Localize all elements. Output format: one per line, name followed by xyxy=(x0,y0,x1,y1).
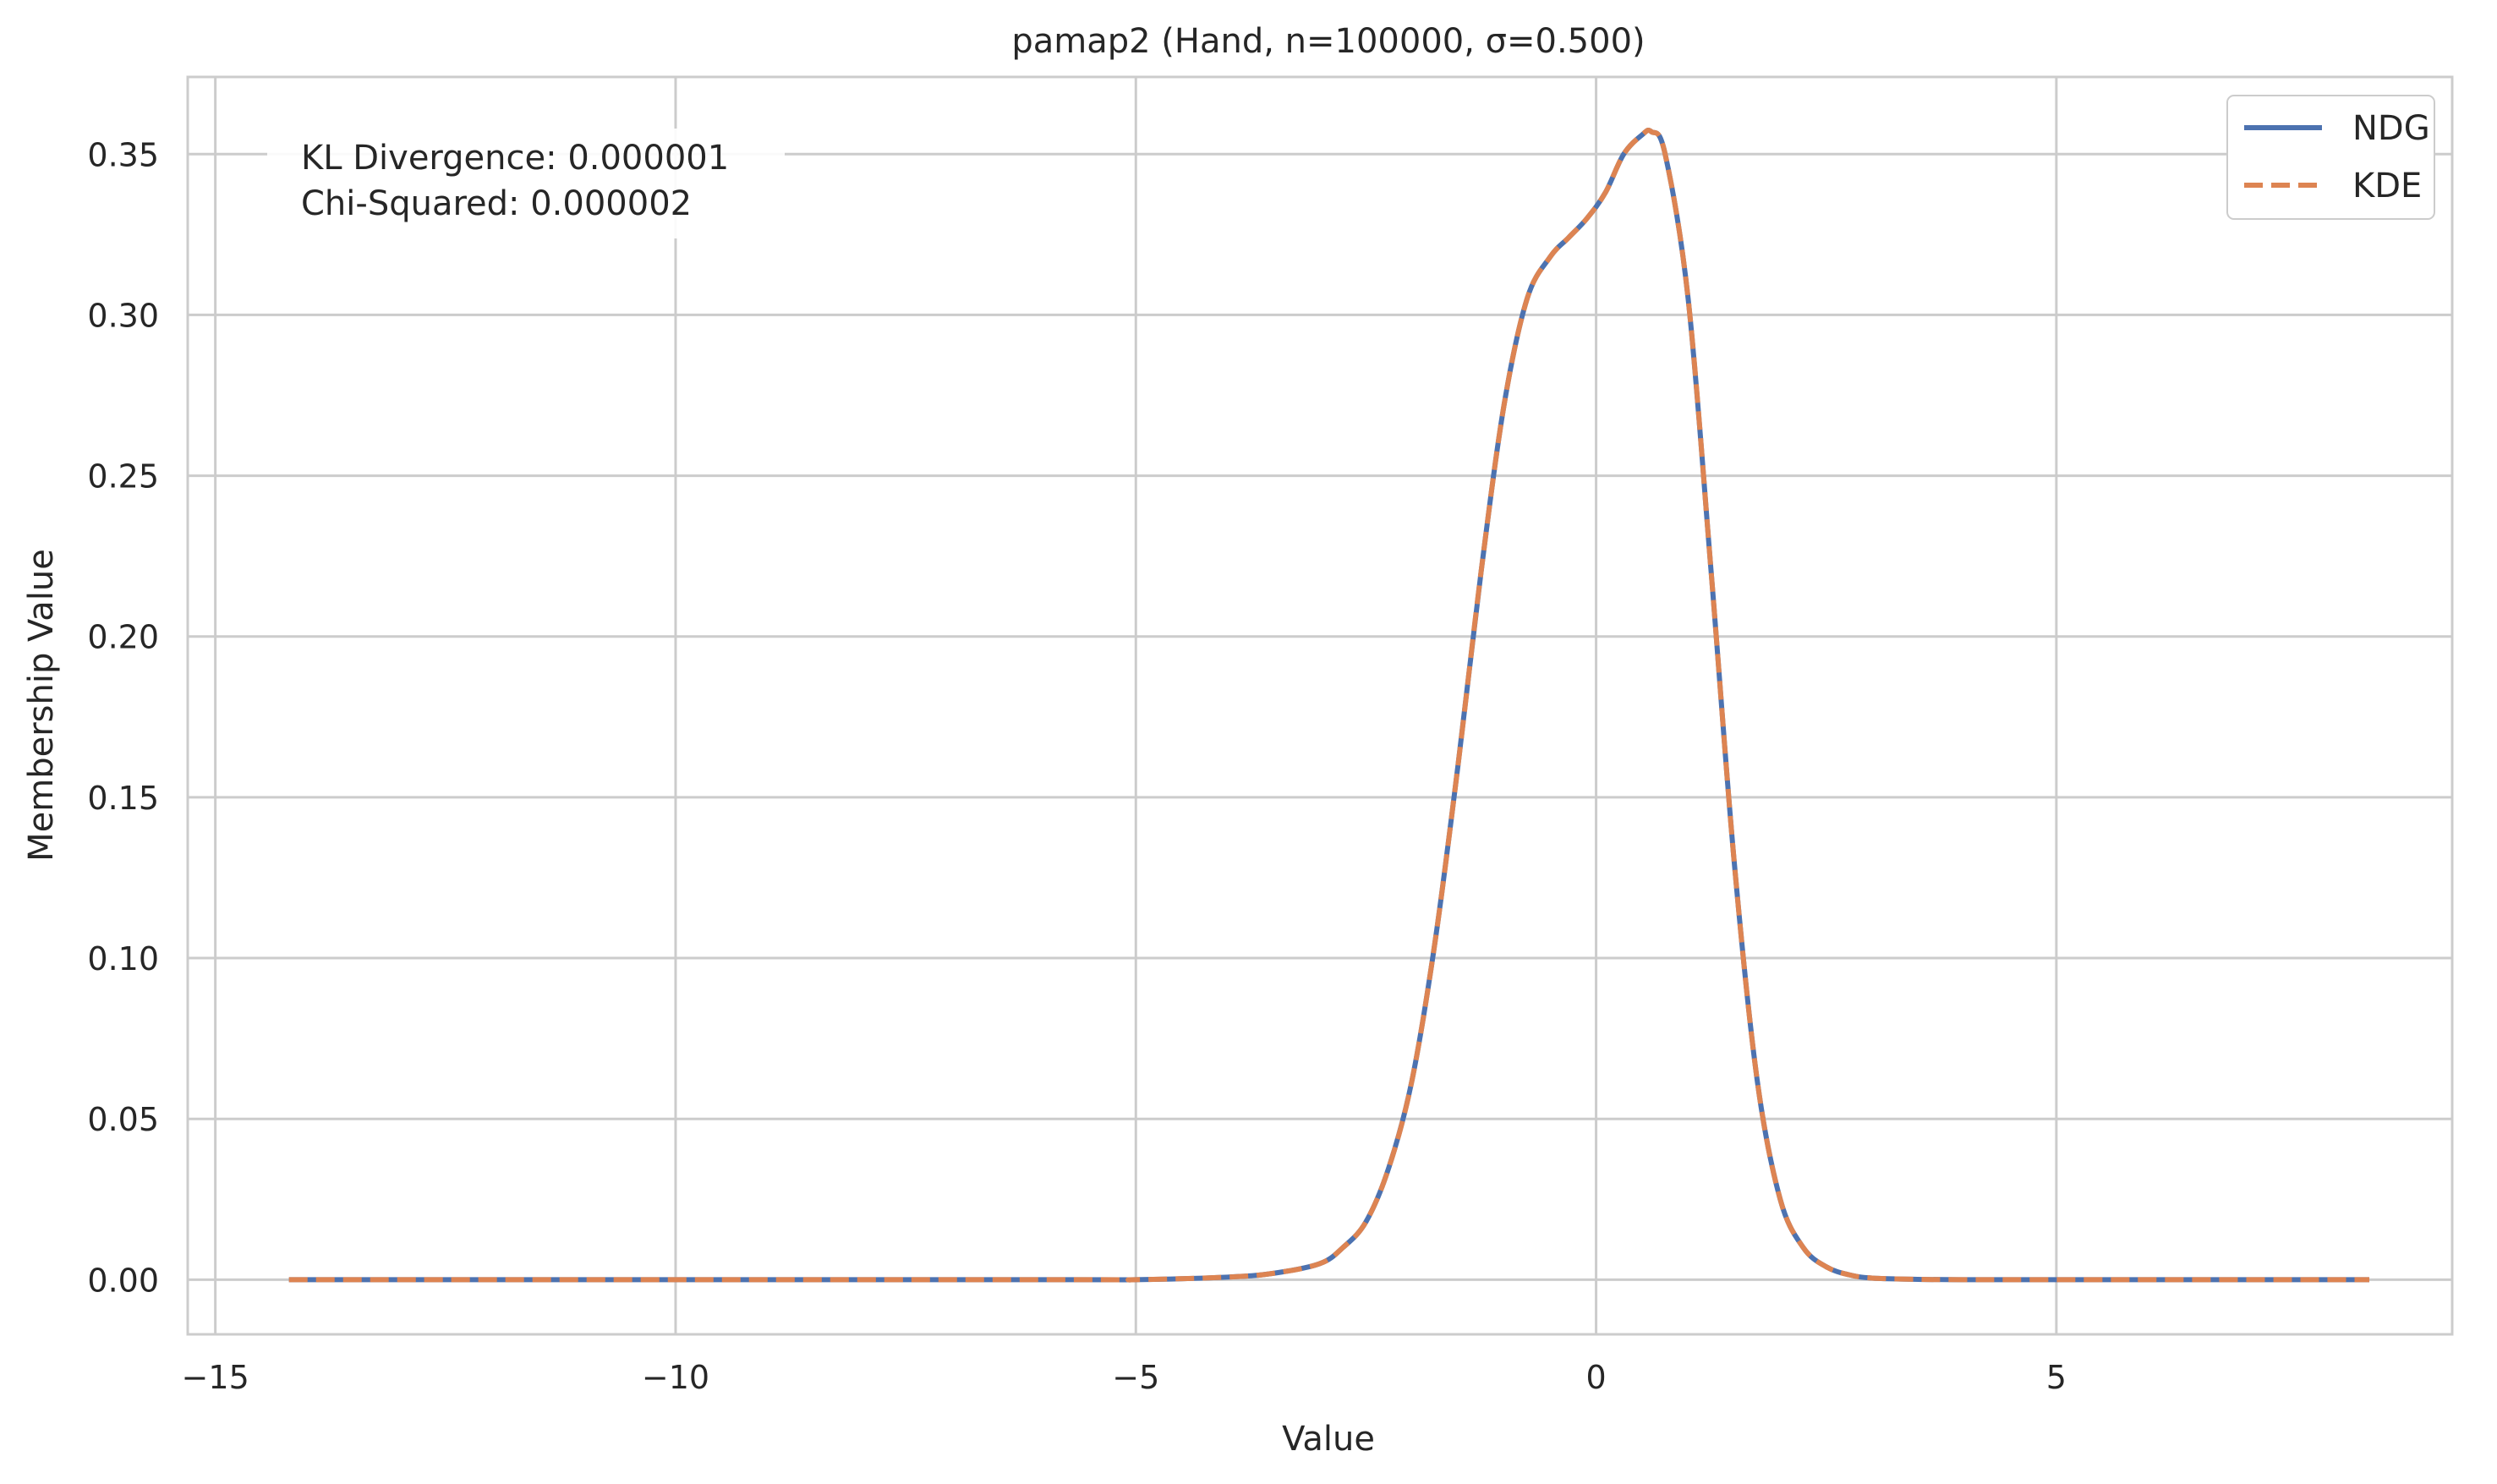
y-tick-label: 0.10 xyxy=(87,940,159,977)
plot-lines xyxy=(288,128,2370,1283)
plot-frame xyxy=(186,75,2454,1336)
y-tick-label: 0.35 xyxy=(87,136,159,173)
x-tick-label: 5 xyxy=(2046,1359,2067,1396)
y-tick-label: 0.20 xyxy=(87,619,159,656)
x-axis-label: Value xyxy=(1282,1420,1375,1459)
series-line-kde xyxy=(288,128,2370,1283)
x-tick-label: −10 xyxy=(642,1359,709,1396)
kl-divergence-text: KL Divergence: 0.000001 xyxy=(301,139,729,178)
x-tick-label: 0 xyxy=(1585,1359,1606,1396)
legend: NDG KDE xyxy=(2226,95,2435,220)
tick-labels: −15 −10 −5 0 5 0.00 0.05 0.10 0.15 0.20 0.25 0.30 0.… xyxy=(87,136,2067,1396)
annotation-box xyxy=(267,129,785,238)
legend-label-kde: KDE xyxy=(2352,167,2422,205)
y-tick-label: 0.30 xyxy=(87,297,159,334)
grid xyxy=(188,77,2452,1334)
x-tick-label: −5 xyxy=(1112,1359,1159,1396)
y-tick-label: 0.15 xyxy=(87,780,159,817)
x-tick-label: −15 xyxy=(182,1359,249,1396)
y-tick-label: 0.00 xyxy=(87,1262,159,1299)
y-axis-label: Membership Value xyxy=(22,549,61,862)
y-tick-label: 0.25 xyxy=(87,458,159,496)
stats-annotation: KL Divergence: 0.000001 Chi-Squared: 0.0… xyxy=(267,129,785,238)
chart-title: pamap2 (Hand, n=100000, σ=0.500) xyxy=(1011,22,1645,61)
legend-label-ndg: NDG xyxy=(2352,109,2430,148)
y-tick-label: 0.05 xyxy=(87,1101,159,1138)
chi-squared-text: Chi-Squared: 0.000002 xyxy=(301,184,692,223)
